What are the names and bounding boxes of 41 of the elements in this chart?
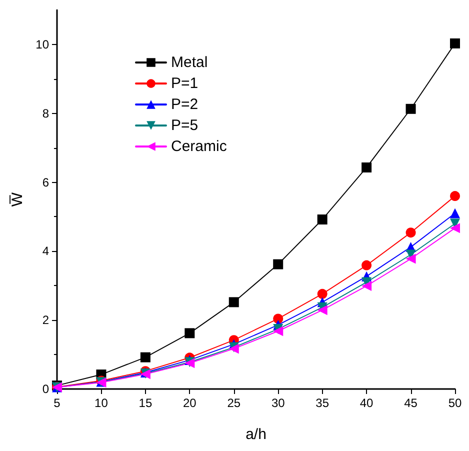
x-tick-label: 15: [138, 396, 152, 410]
point: [362, 280, 372, 291]
legend-label: Ceramic: [171, 138, 228, 155]
legend-label: P=1: [171, 75, 198, 92]
y-tick-label: 6: [42, 175, 50, 190]
y-tick-label: 10: [36, 37, 50, 52]
point: [406, 228, 416, 238]
point: [406, 104, 416, 114]
legend-label: P=5: [171, 117, 198, 134]
point: [317, 214, 328, 224]
point: [273, 259, 284, 270]
point: [140, 352, 150, 362]
point: [450, 191, 460, 202]
point: [317, 288, 328, 299]
legend-label: Metal: [171, 54, 208, 71]
x-tick-label: 35: [316, 396, 330, 410]
point: [362, 162, 372, 172]
legend-label: P=2: [171, 96, 198, 113]
point: [450, 38, 460, 48]
point: [273, 314, 284, 324]
x-tick-label: 20: [182, 396, 197, 410]
x-tick-label: 50: [448, 396, 462, 410]
y-tick-label: 8: [42, 106, 50, 120]
point: [317, 305, 328, 316]
y-tick-label: 4: [42, 244, 50, 258]
point: [228, 297, 239, 308]
x-tick-label: 5: [54, 396, 61, 410]
y-tick-label: 2: [42, 313, 50, 328]
y-tick-label: 0: [42, 382, 50, 396]
x-tick-label: 40: [360, 396, 374, 410]
x-tick-label: 30: [271, 396, 286, 410]
point: [406, 254, 416, 264]
point: [450, 223, 460, 234]
x-axis-title: a/h: [246, 426, 266, 443]
x-tick-label: 10: [94, 396, 108, 410]
point: [450, 208, 460, 218]
point: [184, 328, 195, 338]
point: [362, 260, 372, 270]
x-tick-label: 45: [404, 396, 418, 410]
y-axis-title: W̅: [8, 192, 26, 207]
x-tick-label: 25: [227, 396, 241, 410]
